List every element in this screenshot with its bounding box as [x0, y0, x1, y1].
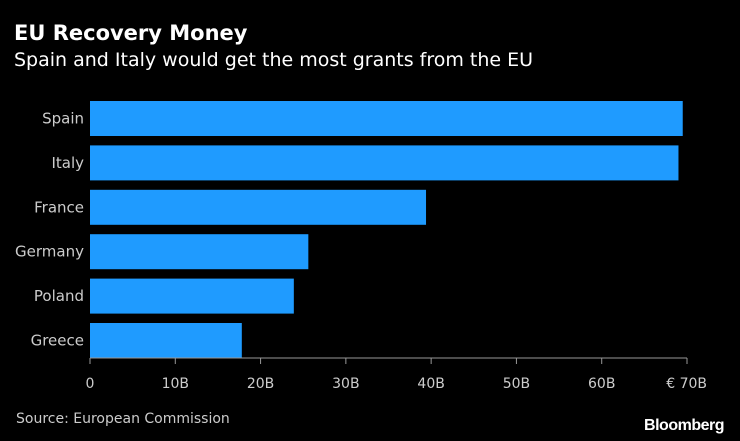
bar-spain [90, 101, 683, 136]
x-tick-label-7: € 70B [666, 376, 707, 392]
x-tick-label-0: 0 [86, 376, 95, 392]
x-tick-label-5: 50B [503, 376, 530, 392]
category-label-spain: Spain [42, 110, 84, 128]
category-label-italy: Italy [51, 154, 84, 172]
chart-title: EU Recovery Money [14, 21, 248, 45]
category-label-germany: Germany [15, 243, 84, 261]
x-tick-label-4: 40B [417, 376, 444, 392]
bar-greece [90, 323, 242, 358]
bar-france [90, 189, 427, 225]
x-tick-label-1: 10B [162, 376, 189, 392]
source-note: Source: European Commission [16, 411, 230, 427]
bar-italy [90, 145, 679, 181]
x-tick-label-3: 30B [332, 376, 359, 392]
x-tick-label-2: 20B [247, 376, 274, 392]
bar-germany [90, 234, 309, 270]
category-label-france: France [34, 198, 84, 216]
bar-poland [90, 278, 294, 314]
bloomberg-logo: Bloomberg [644, 417, 724, 434]
x-tick-label-6: 60B [588, 376, 615, 392]
category-label-greece: Greece [31, 332, 84, 350]
category-label-poland: Poland [34, 287, 84, 305]
chart-subtitle: Spain and Italy would get the most grant… [14, 49, 534, 71]
